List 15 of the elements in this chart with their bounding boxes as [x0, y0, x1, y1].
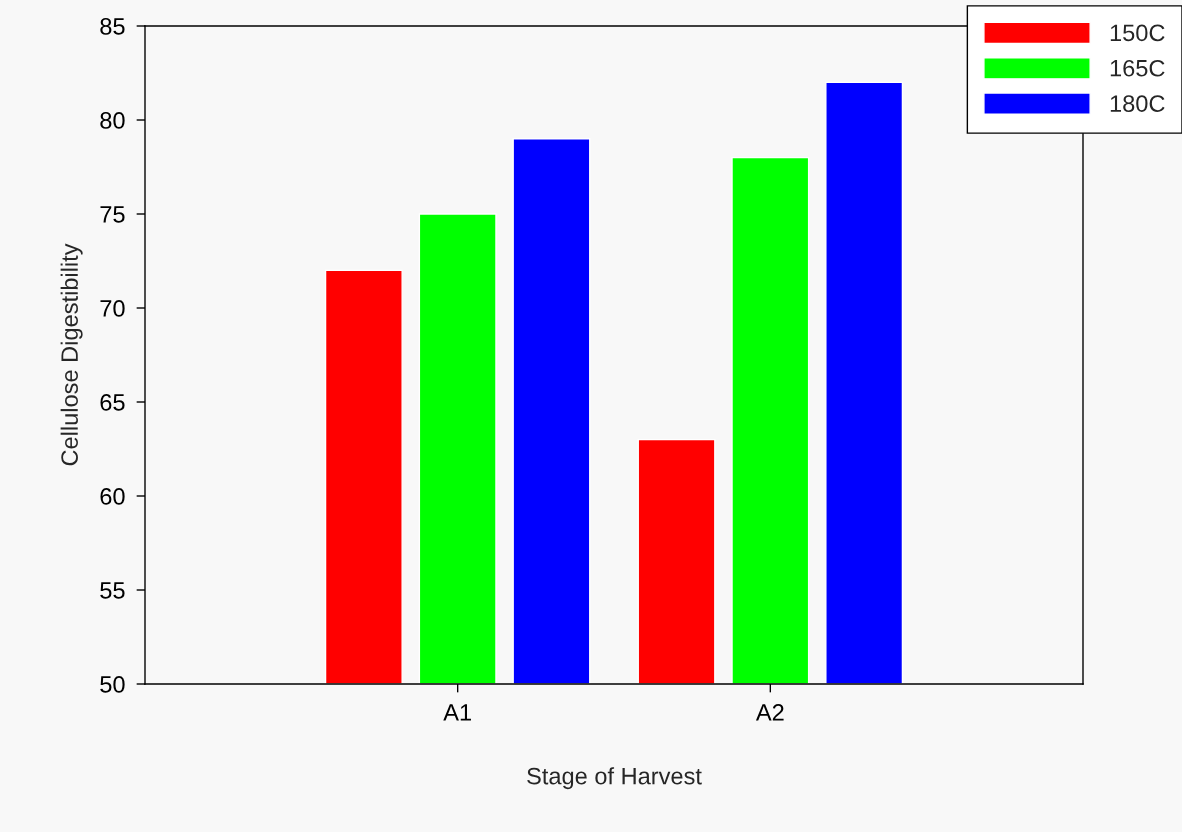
legend-label: 150C [1110, 24, 1165, 42]
y-tick-label: 75 [100, 206, 125, 223]
y-tick-label: 65 [100, 394, 125, 411]
y-axis-title: Cellulose Digestibility [60, 243, 83, 466]
legend-label: 180C [1110, 95, 1165, 112]
y-tick-label: 80 [100, 112, 125, 129]
y-tick-label: 55 [100, 582, 125, 599]
y-tick-label: 70 [100, 300, 125, 317]
y-tick-label: 60 [100, 488, 125, 505]
y-tick-label: 50 [100, 676, 125, 693]
x-tick-label: A1 [443, 704, 471, 721]
legend-label: 165C [1110, 59, 1165, 77]
x-tick-label: A2 [755, 704, 784, 721]
x-axis-title: Stage of Harvest [527, 767, 702, 790]
y-tick-label: 85 [100, 18, 125, 35]
